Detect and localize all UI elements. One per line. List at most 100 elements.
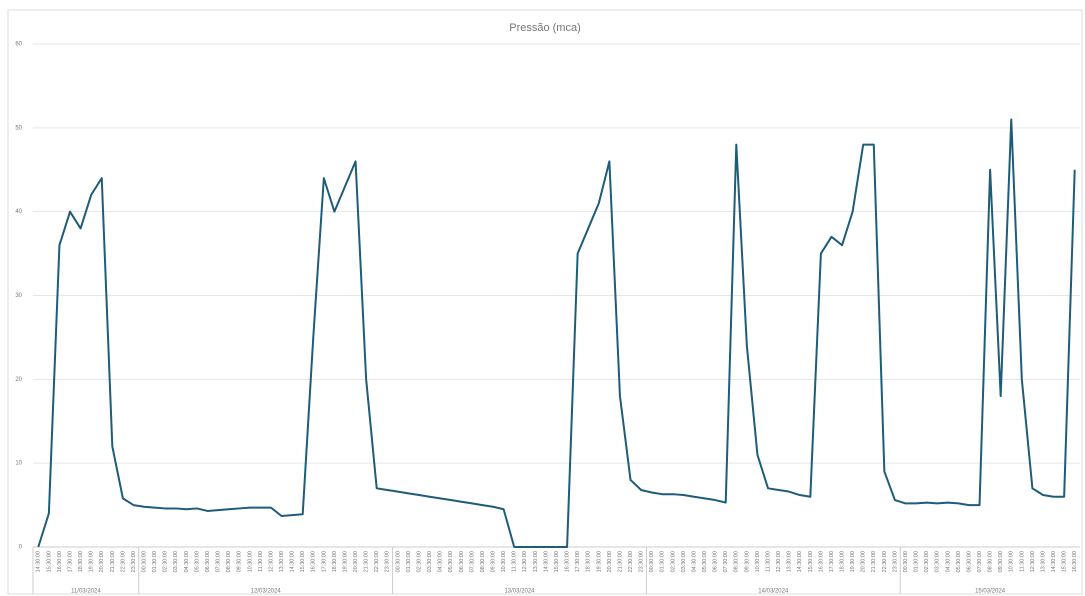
x-tick-label: 04:30:00 xyxy=(691,551,697,572)
y-tick-label: 20 xyxy=(15,377,22,383)
x-tick-label: 09:30:00 xyxy=(237,551,243,572)
x-tick-label: 10:30:00 xyxy=(247,551,253,572)
x-tick-label: 05:30:00 xyxy=(194,551,200,572)
x-tick-label: 01:30:00 xyxy=(152,551,158,572)
x-tick-label: 08:30:00 xyxy=(226,551,232,572)
x-tick-label: 22:30:00 xyxy=(374,551,380,572)
x-tick-label: 21:30:00 xyxy=(617,551,623,572)
x-tick-label: 19:30:00 xyxy=(596,551,602,572)
date-label: 12/03/2024 xyxy=(251,589,282,595)
x-tick-label: 16:30:00 xyxy=(818,551,824,572)
x-tick-label: 18:30:00 xyxy=(586,551,592,572)
x-tick-label: 02:30:00 xyxy=(670,551,676,572)
x-tick-label: 11:30:00 xyxy=(765,551,771,572)
x-tick-label: 17:30:00 xyxy=(321,551,327,572)
x-tick-label: 15:30:00 xyxy=(300,551,306,572)
x-tick-label: 09:30:00 xyxy=(998,551,1004,572)
x-tick-label: 17:30:00 xyxy=(575,551,581,572)
x-tick-label: 23:30:00 xyxy=(131,551,137,572)
y-tick-label: 0 xyxy=(19,545,23,551)
x-tick-label: 15:30:00 xyxy=(46,551,52,572)
y-tick-label: 60 xyxy=(15,42,22,48)
x-tick-label: 15:30:00 xyxy=(808,551,814,572)
x-tick-label: 19:30:00 xyxy=(850,551,856,572)
x-tick-label: 22:30:00 xyxy=(628,551,634,572)
x-tick-label: 08:30:00 xyxy=(480,551,486,572)
x-tick-label: 07:30:00 xyxy=(723,551,729,572)
x-tick-label: 21:30:00 xyxy=(364,551,370,572)
x-tick-label: 02:30:00 xyxy=(163,551,169,572)
x-tick-label: 20:30:00 xyxy=(99,551,105,572)
x-tick-label: 03:30:00 xyxy=(427,551,433,572)
x-tick-label: 12:30:00 xyxy=(776,551,782,572)
x-tick-label: 23:30:00 xyxy=(385,551,391,572)
x-tick-label: 19:30:00 xyxy=(342,551,348,572)
x-tick-label: 04:30:00 xyxy=(438,551,444,572)
x-tick-label: 14:30:00 xyxy=(1051,551,1057,572)
x-tick-label: 15:30:00 xyxy=(554,551,560,572)
x-tick-label: 05:30:00 xyxy=(956,551,962,572)
x-tick-label: 18:30:00 xyxy=(332,551,338,572)
x-tick-label: 06:30:00 xyxy=(966,551,972,572)
x-tick-label: 12:30:00 xyxy=(1030,551,1036,572)
x-tick-label: 08:30:00 xyxy=(734,551,740,572)
x-tick-label: 18:30:00 xyxy=(78,551,84,572)
chart-title: Pressão (mca) xyxy=(509,22,581,34)
x-tick-label: 10:30:00 xyxy=(501,551,507,572)
x-tick-label: 15:30:00 xyxy=(1062,551,1068,572)
x-tick-label: 06:30:00 xyxy=(459,551,465,572)
x-tick-label: 22:30:00 xyxy=(882,551,888,572)
x-tick-label: 06:30:00 xyxy=(713,551,719,572)
date-label: 14/03/2024 xyxy=(758,589,789,595)
x-tick-label: 11:30:00 xyxy=(512,551,518,572)
x-tick-label: 13:30:00 xyxy=(1040,551,1046,572)
x-tick-label: 21:30:00 xyxy=(871,551,877,572)
x-tick-label: 23:30:00 xyxy=(892,551,898,572)
x-tick-label: 20:30:00 xyxy=(861,551,867,572)
x-tick-label: 00:30:00 xyxy=(903,551,909,572)
y-tick-label: 10 xyxy=(15,461,22,467)
x-tick-label: 13:30:00 xyxy=(533,551,539,572)
x-tick-label: 14:30:00 xyxy=(36,551,42,572)
x-tick-label: 18:30:00 xyxy=(839,551,845,572)
x-tick-label: 04:30:00 xyxy=(945,551,951,572)
x-tick-label: 05:30:00 xyxy=(448,551,454,572)
x-tick-label: 03:30:00 xyxy=(173,551,179,572)
x-tick-label: 22:30:00 xyxy=(120,551,126,572)
x-tick-label: 08:30:00 xyxy=(988,551,994,572)
x-tick-label: 04:30:00 xyxy=(184,551,190,572)
y-tick-label: 30 xyxy=(15,293,22,299)
x-tick-label: 10:30:00 xyxy=(1009,551,1015,572)
x-tick-label: 10:30:00 xyxy=(755,551,761,572)
x-tick-label: 09:30:00 xyxy=(744,551,750,572)
x-tick-label: 17:30:00 xyxy=(67,551,73,572)
x-tick-label: 16:30:00 xyxy=(1072,551,1078,572)
x-tick-label: 19:30:00 xyxy=(89,551,95,572)
x-tick-label: 07:30:00 xyxy=(977,551,983,572)
x-tick-label: 12:30:00 xyxy=(522,551,528,572)
x-tick-label: 05:30:00 xyxy=(702,551,708,572)
x-tick-label: 14:30:00 xyxy=(290,551,296,572)
x-tick-label: 02:30:00 xyxy=(924,551,930,572)
x-tick-label: 12:30:00 xyxy=(268,551,274,572)
x-tick-label: 03:30:00 xyxy=(935,551,941,572)
x-tick-label: 01:30:00 xyxy=(406,551,412,572)
x-tick-label: 20:30:00 xyxy=(607,551,613,572)
x-tick-label: 20:30:00 xyxy=(353,551,359,572)
x-tick-label: 00:30:00 xyxy=(395,551,401,572)
x-tick-label: 16:30:00 xyxy=(311,551,317,572)
x-tick-label: 16:30:00 xyxy=(565,551,571,572)
x-tick-label: 00:30:00 xyxy=(649,551,655,572)
x-tick-label: 09:30:00 xyxy=(490,551,496,572)
x-tick-label: 23:30:00 xyxy=(639,551,645,572)
x-tick-label: 01:30:00 xyxy=(914,551,920,572)
x-tick-label: 13:30:00 xyxy=(787,551,793,572)
date-label: 15/03/2024 xyxy=(975,589,1006,595)
x-tick-label: 14:30:00 xyxy=(797,551,803,572)
date-label: 11/03/2024 xyxy=(71,589,101,595)
x-tick-label: 07:30:00 xyxy=(469,551,475,572)
x-tick-label: 21:30:00 xyxy=(110,551,116,572)
x-tick-label: 11:30:00 xyxy=(1019,551,1025,572)
y-tick-label: 50 xyxy=(15,125,22,131)
